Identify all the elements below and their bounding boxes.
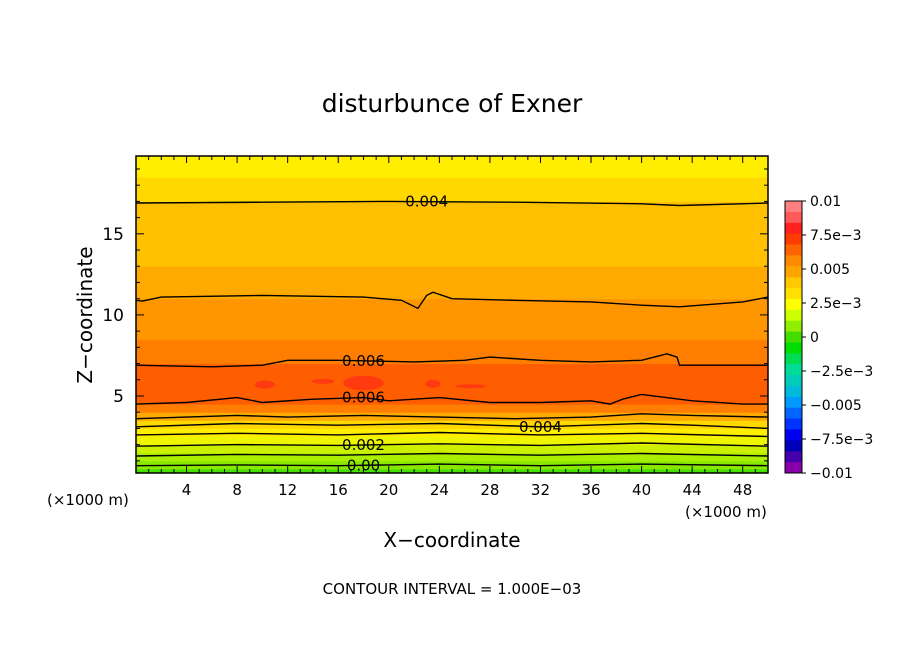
colorbar-cell xyxy=(785,222,802,235)
colorbar-cell xyxy=(785,375,802,387)
x-tick-label: 32 xyxy=(531,481,550,499)
contour-line xyxy=(136,463,768,467)
colorbar-cell xyxy=(785,244,802,256)
contour-line xyxy=(136,422,768,430)
y-tick-label: 15 xyxy=(102,225,124,245)
x-tick-label: 4 xyxy=(182,481,192,499)
x-tick-label: 16 xyxy=(329,481,348,499)
colorbar-cell xyxy=(785,233,802,246)
x-tick-label: 40 xyxy=(632,481,651,499)
contour-band xyxy=(136,338,768,365)
colorbar-cell xyxy=(785,462,802,474)
x-unit-right: (×1000 m) xyxy=(685,503,767,521)
colorbar-cell xyxy=(785,298,802,311)
colorbar-cell xyxy=(785,309,802,322)
colorbar-label: 2.5e−3 xyxy=(810,296,862,312)
colorbar-cell xyxy=(785,255,802,267)
contour-label: 0.004 xyxy=(519,418,562,436)
colorbar: 0.01 7.5e−3 0.005 2.5e−3 0 −2.5e−3 −0.005 −7.5e… xyxy=(784,194,873,482)
colorbar-cell xyxy=(785,201,802,213)
contour-band xyxy=(136,176,768,202)
contour-interval-note: CONTOUR INTERVAL = 1.000E−03 xyxy=(323,580,582,598)
colorbar-label: −0.005 xyxy=(810,398,862,414)
colorbar-label: 0 xyxy=(810,330,819,346)
x-tick-label: 20 xyxy=(379,481,398,499)
colorbar-cell xyxy=(785,385,802,398)
contour-label: 0.006 xyxy=(342,352,385,370)
contour-band xyxy=(136,233,768,267)
contour-line xyxy=(136,291,768,310)
contour-label: 0.004 xyxy=(405,193,448,211)
local-maximum xyxy=(425,379,441,388)
contour-band xyxy=(136,436,768,446)
contour-line xyxy=(136,442,768,447)
contour-band xyxy=(136,444,768,454)
y-tick-label: 10 xyxy=(102,306,124,326)
contour-band xyxy=(136,200,768,235)
colorbar-label: −0.01 xyxy=(810,466,853,482)
contour-label: 0.006 xyxy=(342,389,385,407)
contour-band xyxy=(136,156,768,178)
local-maximum xyxy=(311,378,335,384)
colorbar-cell xyxy=(785,342,802,354)
colorbar-label: −2.5e−3 xyxy=(810,364,873,380)
colorbar-label: 7.5e−3 xyxy=(810,228,862,244)
contour-line xyxy=(136,452,768,457)
colorbar-cell xyxy=(785,353,802,365)
colorbar-cell xyxy=(785,320,802,333)
colorbar-label: −7.5e−3 xyxy=(810,432,873,448)
contour-band xyxy=(136,411,768,421)
x-tick-label: 36 xyxy=(581,481,600,499)
contour-band xyxy=(136,403,768,413)
colorbar-cell xyxy=(785,211,802,224)
local-maximum xyxy=(254,380,276,389)
colorbar-cell xyxy=(785,277,802,289)
colorbar-cell xyxy=(785,331,802,343)
x-tick-label: 8 xyxy=(232,481,242,499)
local-maximum xyxy=(455,384,487,389)
chart-title: disturbunce of Exner xyxy=(322,89,583,118)
contour-label: 0.00 xyxy=(347,456,380,474)
colorbar-cell xyxy=(785,418,802,430)
y-axis-label: Z−coordinate xyxy=(73,246,97,383)
x-tick-label: 44 xyxy=(683,481,702,499)
x-tick-label: 48 xyxy=(733,481,752,499)
contour-band xyxy=(136,387,768,405)
contour-band xyxy=(136,452,768,462)
contour-line xyxy=(136,431,768,438)
colorbar-label: 0.01 xyxy=(810,194,841,210)
contour-line xyxy=(136,353,768,368)
contour-line xyxy=(136,413,768,420)
colorbar-label: 0.005 xyxy=(810,262,850,278)
contour-band xyxy=(136,363,768,389)
local-maximum xyxy=(343,375,384,391)
colorbar-cell xyxy=(785,266,802,278)
x-tick-label: 24 xyxy=(430,481,449,499)
contour-band xyxy=(136,265,768,300)
contour-line xyxy=(136,200,768,207)
colorbar-cell xyxy=(785,364,802,376)
colorbar-cell xyxy=(785,407,802,420)
x-tick-label: 12 xyxy=(278,481,297,499)
x-tick-label: 28 xyxy=(480,481,499,499)
contour-band xyxy=(136,314,768,340)
y-tick-label: 5 xyxy=(113,387,124,407)
colorbar-cell xyxy=(785,396,802,409)
x-unit-left: (×1000 m) xyxy=(47,491,129,509)
colorbar-cell xyxy=(785,440,802,452)
x-axis-label: X−coordinate xyxy=(383,528,520,552)
colorbar-cell xyxy=(785,429,802,441)
contour-label: 0.002 xyxy=(342,436,385,454)
colorbar-cell xyxy=(785,451,802,463)
contour-line xyxy=(136,393,768,405)
colorbar-cell xyxy=(785,288,802,300)
